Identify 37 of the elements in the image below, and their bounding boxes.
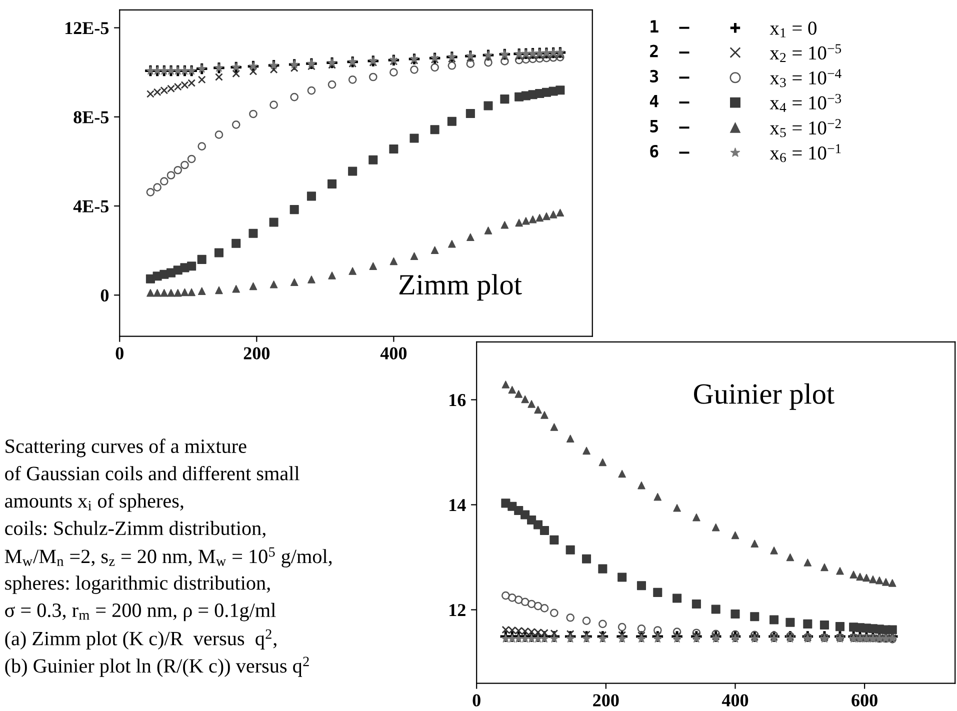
y-tick-label: 4E-5 bbox=[73, 200, 109, 212]
legend-label: x$_{2}$ = 10$^{−5}$ bbox=[770, 44, 842, 62]
legend-label: x$_{3}$ = 10$^{−4}$ bbox=[770, 69, 842, 88]
text: 1 – bbox=[650, 20, 690, 32]
y-tick-label: 16 bbox=[450, 394, 466, 406]
text: (a) Zimm plot (K c)/R versus q$^{2}$, bbox=[5, 629, 276, 650]
x-tick-label: 0 bbox=[116, 347, 124, 360]
legend-label: x$_{5}$ = 10$^{−2}$ bbox=[770, 119, 841, 138]
annotation: Guinier plot bbox=[694, 383, 834, 410]
text: 6 – bbox=[650, 144, 690, 158]
text: M$_{w}$/M$_{n}$ =2, s$_{z}$ = 20 nm, M$_{w}$ = 10$^{5}$ g/mol, bbox=[4, 547, 332, 568]
legend-label: x$_{4}$ = 10$^{−3}$ bbox=[770, 94, 842, 112]
annotation: Zimm plot bbox=[399, 274, 522, 301]
y-tick-label: 12E-5 bbox=[66, 22, 109, 34]
legend-label: x$_{6}$ = 10$^{−1}$ bbox=[770, 144, 841, 162]
text: 3 – bbox=[650, 70, 690, 82]
x-tick-label: 0 bbox=[472, 694, 480, 706]
text: (b) Guinier plot ln (R/(K c)) versus q$^{2}$ bbox=[5, 656, 309, 677]
text: σ = 0.3, r$_{m}$ = 200 nm, ρ = 0.1g/ml bbox=[5, 602, 276, 622]
x-tick-label: 400 bbox=[722, 694, 748, 706]
text: coils: Schulz-Zimm distribution, bbox=[5, 520, 266, 538]
text: of Gaussian coils and different small bbox=[5, 466, 300, 480]
y-tick-label: 12 bbox=[450, 604, 466, 616]
text: Scattering curves of a mixture bbox=[6, 438, 246, 458]
x-tick-label: 200 bbox=[244, 347, 270, 360]
x-tick-label: 200 bbox=[593, 694, 619, 706]
text: 4 – bbox=[650, 94, 690, 108]
text: spheres: logarithmic distribution, bbox=[5, 576, 270, 594]
x-tick-label: 400 bbox=[380, 347, 407, 360]
x-tick-label: 600 bbox=[852, 694, 878, 706]
text: 5 – bbox=[650, 120, 690, 132]
y-tick-label: 8E-5 bbox=[74, 111, 109, 124]
legend-label: x$_{1}$ = 0 bbox=[770, 22, 816, 38]
y-tick-label: 14 bbox=[450, 499, 466, 512]
y-tick-label: 0 bbox=[100, 289, 109, 302]
text: 2 – bbox=[650, 44, 690, 58]
text: amounts x$_{i}$ of spheres, bbox=[5, 493, 184, 512]
